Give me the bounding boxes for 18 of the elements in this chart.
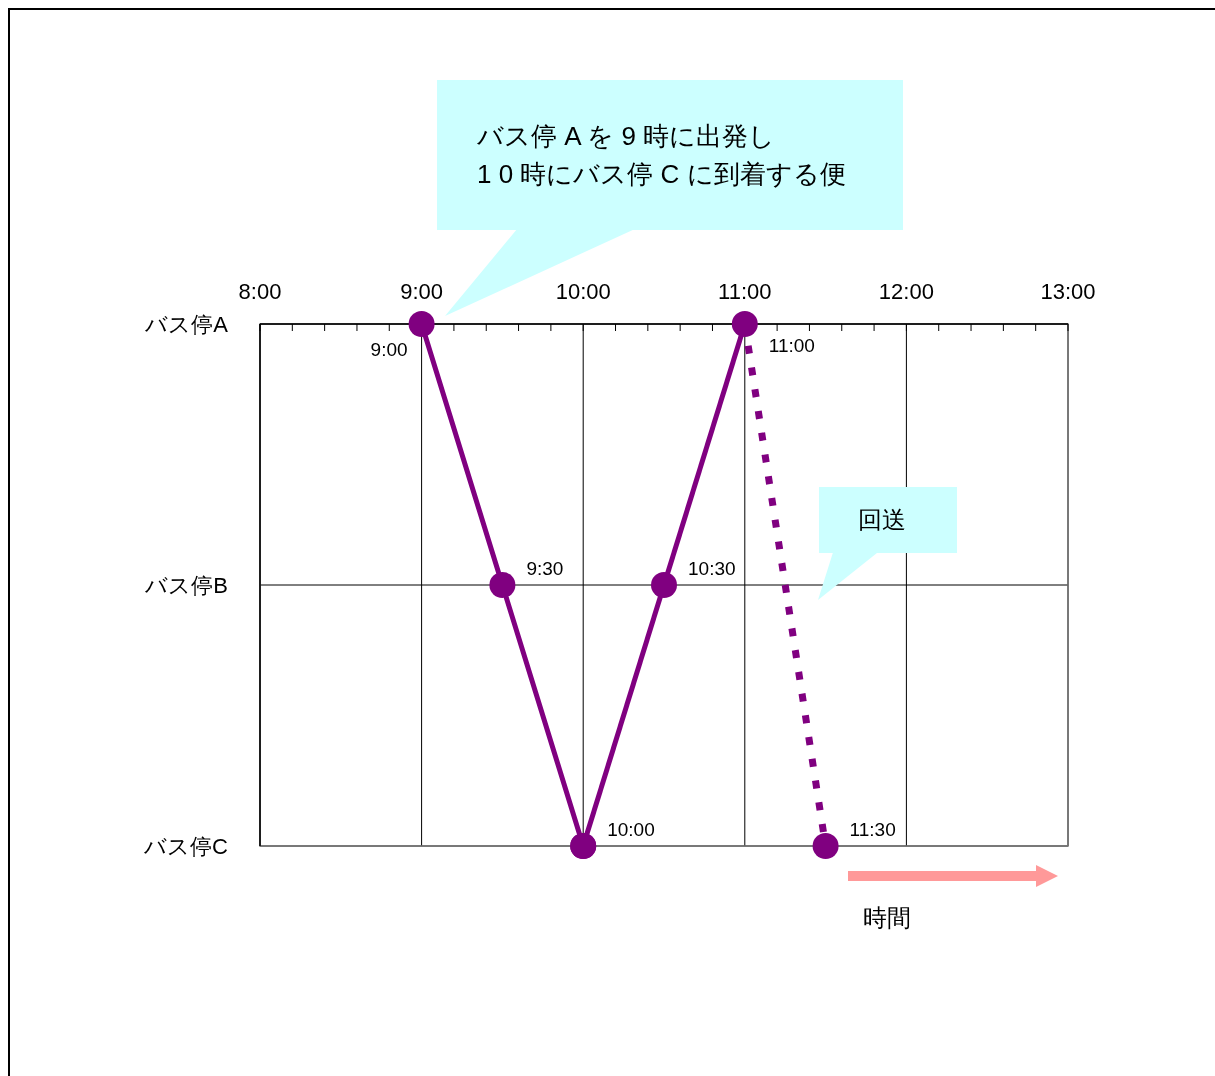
ytick: バス停B <box>145 573 228 598</box>
xtick: 10:00 <box>555 279 611 304</box>
ytick: バス停A <box>145 312 228 337</box>
xtick: 13:00 <box>1040 279 1096 304</box>
xtick: 12:00 <box>878 279 934 304</box>
data-label: 11:00 <box>768 335 815 356</box>
annotation: 時間 <box>863 904 911 931</box>
data-label: 10:00 <box>607 819 655 840</box>
annotation: 回送 <box>858 506 906 534</box>
data-label: 11:30 <box>849 819 896 840</box>
data-label: 9:00 <box>370 339 408 360</box>
annotation: バス停 A を 9 時に出発し 1 0 時にバス停 C に到着する便 <box>477 121 846 190</box>
data-label: 10:30 <box>688 558 736 579</box>
ytick: バス停C <box>144 834 228 859</box>
xtick: 9:00 <box>400 279 443 304</box>
xtick: 8:00 <box>238 279 282 304</box>
data-label: 9:30 <box>526 558 564 579</box>
xtick: 11:00 <box>718 279 772 304</box>
